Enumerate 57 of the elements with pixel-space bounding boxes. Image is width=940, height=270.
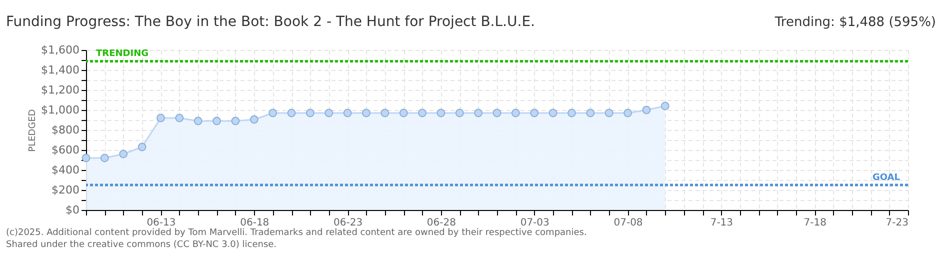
x-tick-label: 07-03	[520, 218, 550, 228]
y-tick-label: $1,400	[41, 64, 80, 76]
point	[455, 108, 464, 118]
text: (c)2025. Additional content provided by Tom Marvelli. Trademarks and related content are owned by their respective companies.	[6, 228, 587, 238]
point	[194, 116, 202, 126]
point	[231, 116, 240, 126]
x-tick-label: 7-23	[886, 218, 908, 228]
point	[530, 108, 539, 118]
ref-line-label: GOAL	[872, 173, 900, 183]
point	[511, 108, 520, 118]
y-axis-title: PLEDGED	[28, 109, 38, 152]
x-tick-label: 06-28	[426, 218, 456, 228]
point	[306, 108, 314, 118]
point	[660, 102, 670, 110]
point	[82, 154, 90, 162]
point	[642, 106, 651, 114]
point	[436, 108, 446, 118]
y-tick-label: $600	[52, 144, 80, 156]
point	[287, 108, 296, 118]
point	[250, 115, 258, 124]
point	[624, 108, 632, 118]
y-tick-label: $200	[52, 184, 80, 196]
point	[604, 108, 614, 118]
ref-line-label: TRENDING	[96, 49, 148, 60]
y-tick-label: $1,000	[41, 104, 80, 116]
text: Trending: $1,488 (595%)	[774, 15, 936, 30]
point	[474, 108, 483, 118]
text: Shared under the creative commons (CC BY-NC 3.0) license.	[6, 240, 277, 250]
point	[343, 108, 352, 118]
y-tick-label: $400	[52, 164, 80, 176]
chart-title: Funding Progress: The Boy in the Bot: Book 2 - The Hunt for Project B.L.U.E.	[6, 14, 535, 30]
y-tick-label: $0	[66, 204, 80, 216]
point	[156, 114, 165, 122]
point	[138, 142, 146, 152]
point	[175, 114, 184, 122]
x-tick-label: 06-23	[334, 218, 363, 228]
x-tick-label: 7-18	[804, 218, 826, 228]
point	[119, 150, 128, 158]
point	[418, 108, 426, 118]
point	[568, 108, 576, 118]
y-tick-label: $1,200	[41, 84, 80, 96]
x-tick-label: 06-13	[146, 218, 176, 228]
x-tick-label: 06-18	[240, 218, 270, 228]
point	[212, 116, 221, 126]
point	[324, 108, 334, 118]
y-tick-label: $1,600	[41, 44, 80, 56]
point	[548, 108, 558, 118]
point	[268, 108, 278, 118]
x-tick-label: 7-13	[710, 218, 734, 228]
x-tick-label: 07-08	[614, 218, 643, 228]
point	[399, 108, 408, 118]
y-tick-label: $800	[52, 124, 80, 136]
point	[492, 108, 502, 118]
point	[380, 108, 390, 118]
point	[586, 108, 595, 118]
point	[362, 108, 370, 118]
point	[100, 154, 109, 162]
